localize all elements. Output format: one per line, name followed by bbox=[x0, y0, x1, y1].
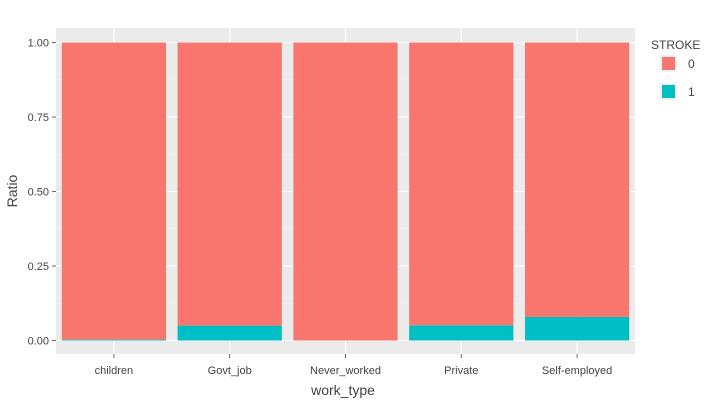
x-axis-title: work_type bbox=[310, 382, 375, 398]
bar-Govt_job-stroke-0 bbox=[177, 42, 282, 326]
legend-swatch-1 bbox=[662, 85, 675, 98]
legend-swatch-0 bbox=[662, 57, 675, 70]
x-tick-label: Govt_job bbox=[208, 365, 252, 377]
y-tick-label: 1.00 bbox=[28, 38, 49, 50]
y-tick-label: 0.50 bbox=[28, 187, 49, 199]
bar-Private-stroke-0 bbox=[409, 42, 514, 326]
legend-label-1: 1 bbox=[688, 85, 695, 99]
bar-Self-employed-stroke-1 bbox=[524, 316, 630, 341]
x-tick-label: Self-employed bbox=[542, 365, 612, 377]
bar-Self-employed-stroke-0 bbox=[524, 42, 630, 317]
x-axis: children Govt_job Never_worked Private Self-… bbox=[95, 354, 612, 377]
x-tick-label: Never_worked bbox=[310, 365, 381, 377]
y-axis-title: Ratio bbox=[4, 174, 20, 207]
legend: STROKE 0 1 bbox=[651, 38, 700, 100]
y-tick-label: 0.75 bbox=[28, 112, 49, 124]
y-axis: 0.00 0.25 0.50 0.75 1.00 bbox=[28, 38, 56, 348]
legend-label-0: 0 bbox=[688, 57, 695, 71]
bar-Never_worked-stroke-0 bbox=[293, 42, 398, 341]
y-tick-label: 0.00 bbox=[28, 336, 49, 348]
legend-title: STROKE bbox=[651, 38, 700, 52]
y-tick-label: 0.25 bbox=[28, 261, 49, 273]
bar-children-stroke-1 bbox=[61, 339, 167, 341]
bar-children-stroke-0 bbox=[61, 42, 167, 340]
x-tick-label: Private bbox=[444, 365, 478, 377]
plot-panel bbox=[56, 28, 635, 354]
x-tick-label: children bbox=[95, 365, 134, 377]
bar-Govt_job-stroke-1 bbox=[177, 325, 282, 341]
bar-Private-stroke-1 bbox=[409, 325, 514, 341]
